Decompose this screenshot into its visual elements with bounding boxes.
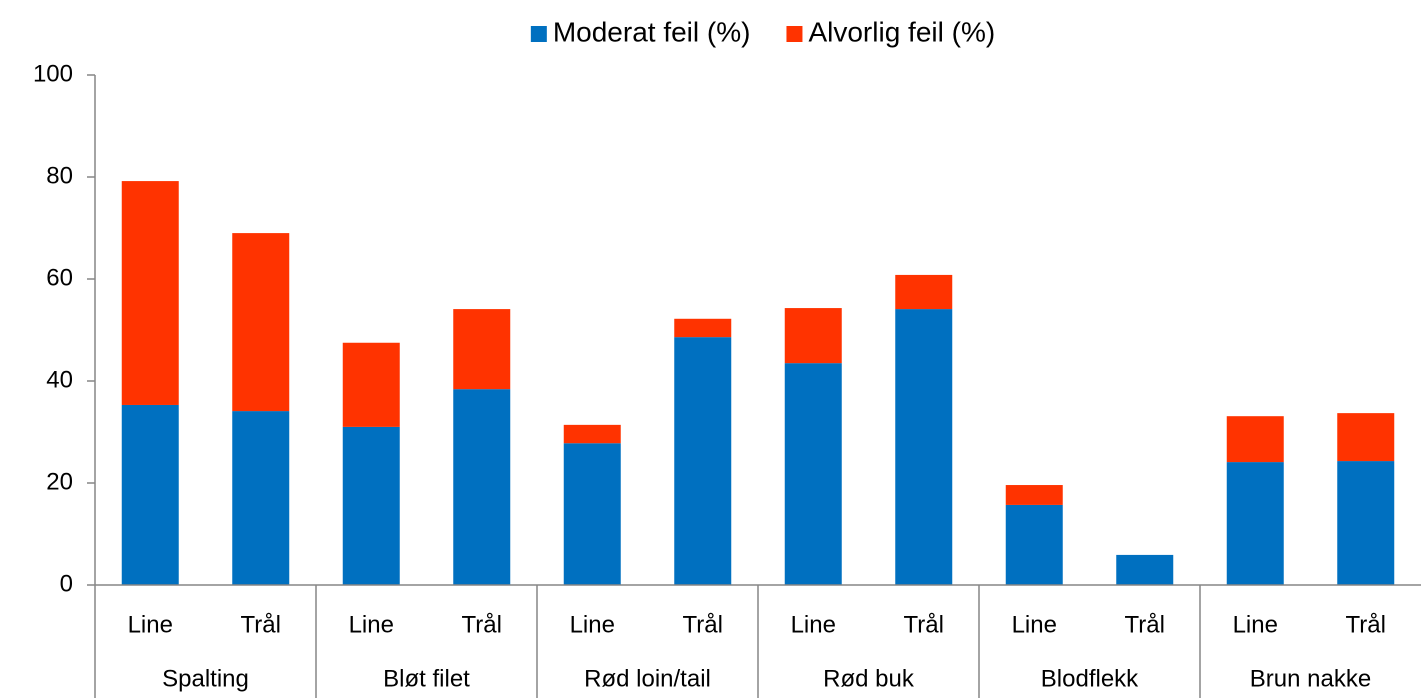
group-label: Blodflekk [1041, 665, 1139, 692]
bar-segment [342, 426, 400, 585]
x-tick-label: Line [349, 611, 394, 638]
y-tick-label: 60 [46, 264, 73, 291]
legend: Moderat feil (%) Alvorlig feil (%) [530, 16, 995, 47]
bar-segment [563, 443, 621, 585]
bar-segment [232, 233, 290, 412]
bar-segment [784, 363, 842, 585]
x-tick-label: Trål [241, 611, 281, 638]
legend-swatch [786, 26, 803, 42]
y-tick-label: 80 [46, 162, 73, 189]
bar-segment [1226, 462, 1284, 585]
x-tick-label: Trål [904, 611, 944, 638]
x-tick-label: Line [1012, 611, 1057, 638]
bar-segment [674, 337, 732, 585]
y-tick-label: 100 [33, 60, 73, 87]
bar-segment [121, 181, 179, 405]
group-label: Rød loin/tail [584, 665, 711, 692]
x-tick-label: Line [1233, 611, 1278, 638]
legend-label: Moderat feil (%) [553, 16, 751, 47]
bar-segment [1226, 416, 1284, 463]
bar-segment [895, 274, 953, 310]
x-tick-label: Line [791, 611, 836, 638]
bar-segment [1005, 485, 1063, 505]
group-label: Bløt filet [383, 665, 470, 692]
group-label: Spalting [162, 665, 249, 692]
bar-segment [232, 411, 290, 585]
bar-segment [674, 318, 732, 338]
y-tick-label: 20 [46, 468, 73, 495]
bar-segment [1005, 504, 1063, 585]
x-tick-label: Trål [1125, 611, 1165, 638]
bar-segment [895, 309, 953, 585]
legend-label: Alvorlig feil (%) [808, 16, 995, 47]
bar-segment [1337, 461, 1395, 585]
bar-segment [342, 342, 400, 427]
y-tick-label: 0 [60, 570, 73, 597]
x-tick-label: Line [128, 611, 173, 638]
bar-segment [563, 424, 621, 444]
x-tick-label: Line [570, 611, 615, 638]
group-label: Rød buk [823, 665, 915, 692]
y-tick-label: 40 [46, 366, 73, 393]
bar-segment [121, 404, 179, 585]
bar-segment [1116, 554, 1174, 585]
bar-segment [1337, 413, 1395, 462]
x-tick-label: Trål [1346, 611, 1386, 638]
bar-segment [453, 389, 511, 585]
bar-segment [453, 309, 511, 390]
legend-swatch [530, 26, 547, 42]
x-tick-label: Trål [683, 611, 723, 638]
group-label: Brun nakke [1250, 665, 1371, 692]
bar-segment [784, 308, 842, 364]
x-tick-label: Trål [462, 611, 502, 638]
